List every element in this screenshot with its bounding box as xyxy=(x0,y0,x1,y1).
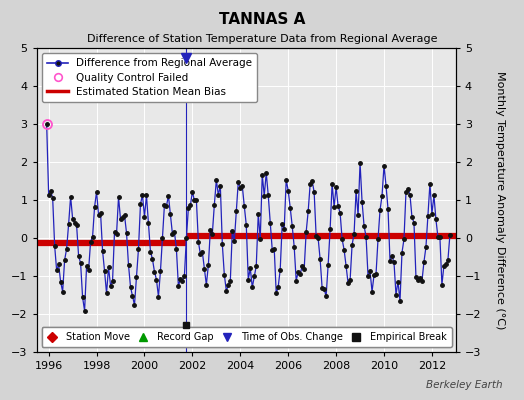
Y-axis label: Monthly Temperature Anomaly Difference (°C): Monthly Temperature Anomaly Difference (… xyxy=(495,71,505,329)
Text: Berkeley Earth: Berkeley Earth xyxy=(427,380,503,390)
Text: TANNAS A: TANNAS A xyxy=(219,12,305,27)
Text: Difference of Station Temperature Data from Regional Average: Difference of Station Temperature Data f… xyxy=(87,34,437,44)
Legend: Station Move, Record Gap, Time of Obs. Change, Empirical Break: Station Move, Record Gap, Time of Obs. C… xyxy=(41,328,452,347)
